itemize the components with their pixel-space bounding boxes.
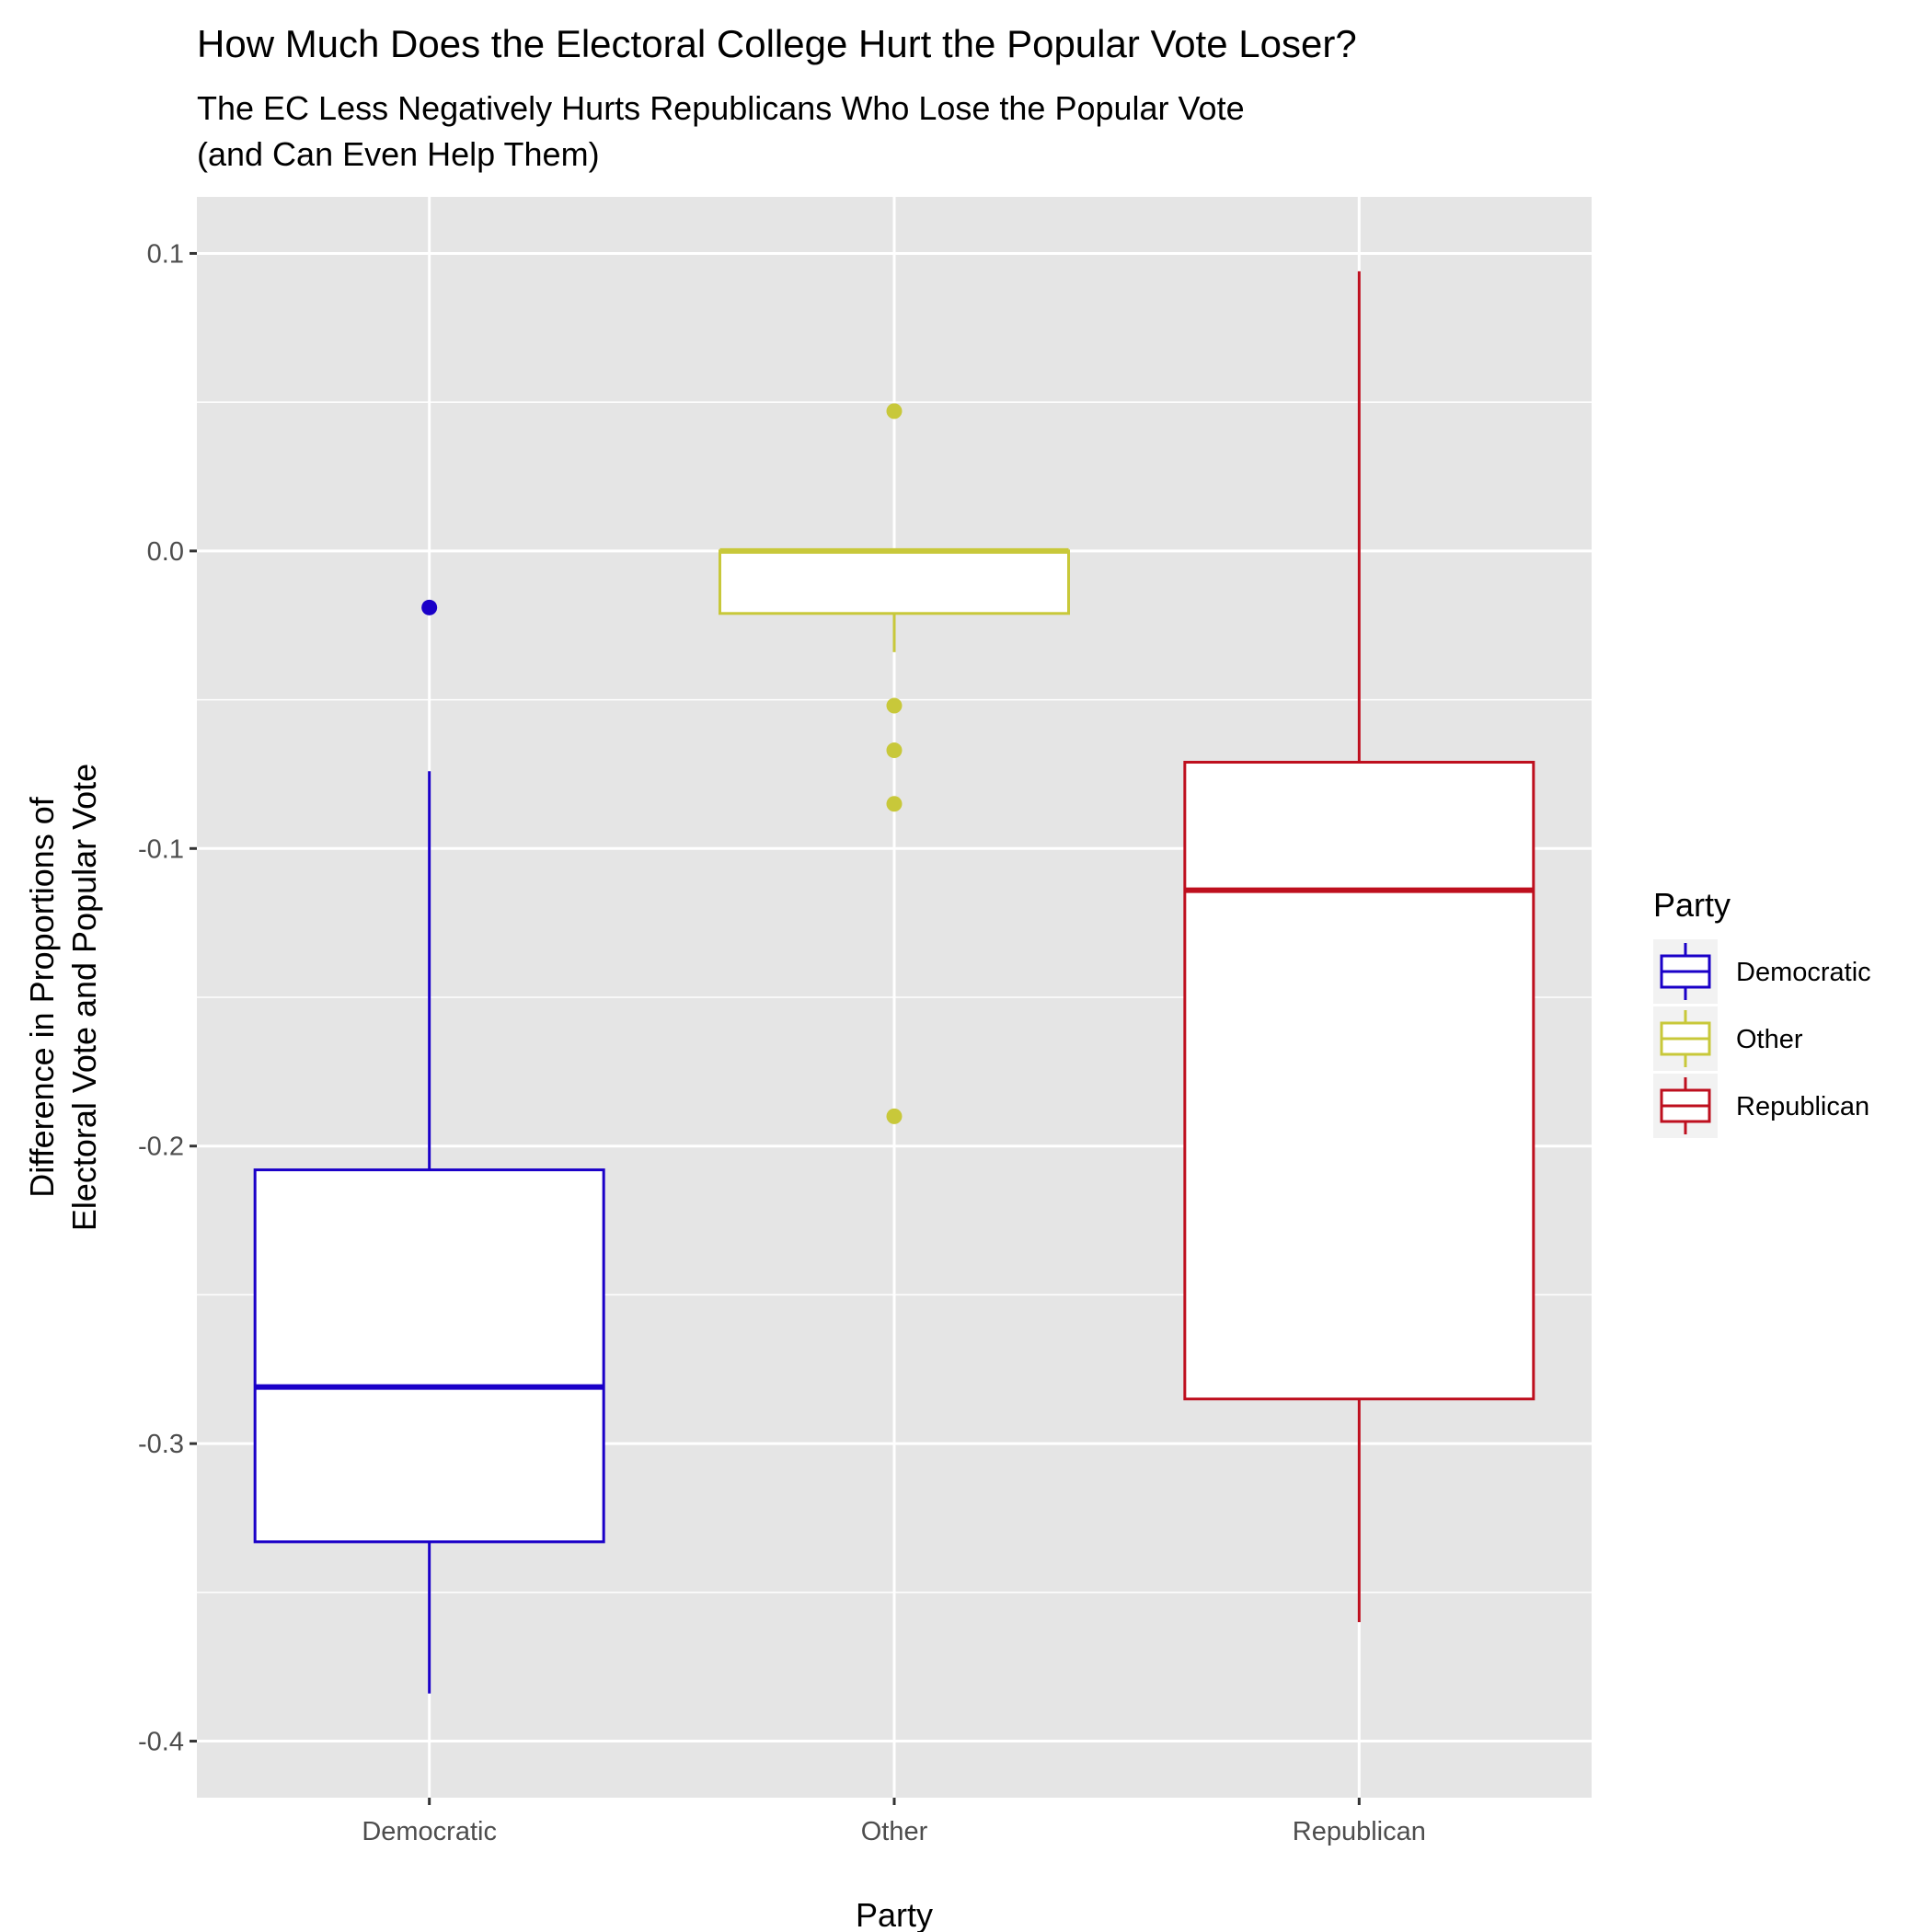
outlier-point — [886, 697, 903, 714]
legend-label: Other — [1736, 1025, 1803, 1054]
legend-item-democratic: Democratic — [1653, 939, 1871, 1004]
outlier-point — [886, 1108, 903, 1124]
outlier-point — [886, 796, 903, 812]
y-axis-title-line-1: Difference in Proportions of — [23, 796, 61, 1198]
y-axis: 0.1 0.0 -0.1 -0.2 -0.3 -0.4 — [138, 239, 197, 1757]
x-tick-label: Democratic — [362, 1817, 497, 1846]
y-tick-label: 0.0 — [147, 537, 184, 567]
y-tick-label: 0.1 — [147, 239, 184, 269]
x-tick-label: Republican — [1293, 1817, 1426, 1846]
chart-title: How Much Does the Electoral College Hurt… — [197, 22, 1357, 65]
x-axis-title: Party — [856, 1896, 933, 1932]
legend: Party Democratic Other Republican — [1653, 886, 1871, 1138]
y-tick-label: -0.4 — [138, 1728, 184, 1757]
legend-label: Republican — [1736, 1092, 1869, 1121]
y-axis-title-line-2: Electoral Vote and Popular Vote — [65, 764, 103, 1231]
legend-label: Democratic — [1736, 958, 1871, 987]
x-tick-label: Other — [861, 1817, 928, 1846]
legend-title: Party — [1653, 886, 1731, 924]
outlier-point — [886, 742, 903, 759]
box-other — [719, 403, 1070, 1124]
x-axis: Democratic Other Republican — [362, 1798, 1426, 1846]
outlier-point — [421, 599, 438, 615]
y-tick-label: -0.2 — [138, 1133, 184, 1162]
legend-item-other: Other — [1653, 1006, 1803, 1071]
outlier-point — [886, 403, 903, 420]
box-body — [719, 549, 1070, 615]
box-body — [1183, 760, 1535, 1401]
chart-subtitle-line-2: (and Can Even Help Them) — [197, 135, 600, 173]
box-republican — [1183, 270, 1535, 1623]
legend-item-republican: Republican — [1653, 1074, 1869, 1138]
y-tick-label: -0.3 — [138, 1430, 184, 1459]
boxes — [253, 270, 1535, 1694]
box-democratic — [253, 599, 605, 1694]
y-tick-label: -0.1 — [138, 834, 184, 864]
box-body — [253, 1168, 605, 1544]
chart-subtitle-line-1: The EC Less Negatively Hurts Republicans… — [197, 89, 1245, 127]
